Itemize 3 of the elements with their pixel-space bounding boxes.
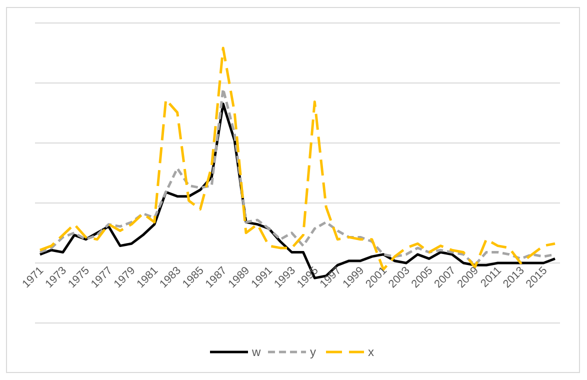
legend-label: w	[251, 345, 261, 359]
legend-label: x	[368, 345, 374, 359]
legend-label: y	[310, 345, 316, 359]
